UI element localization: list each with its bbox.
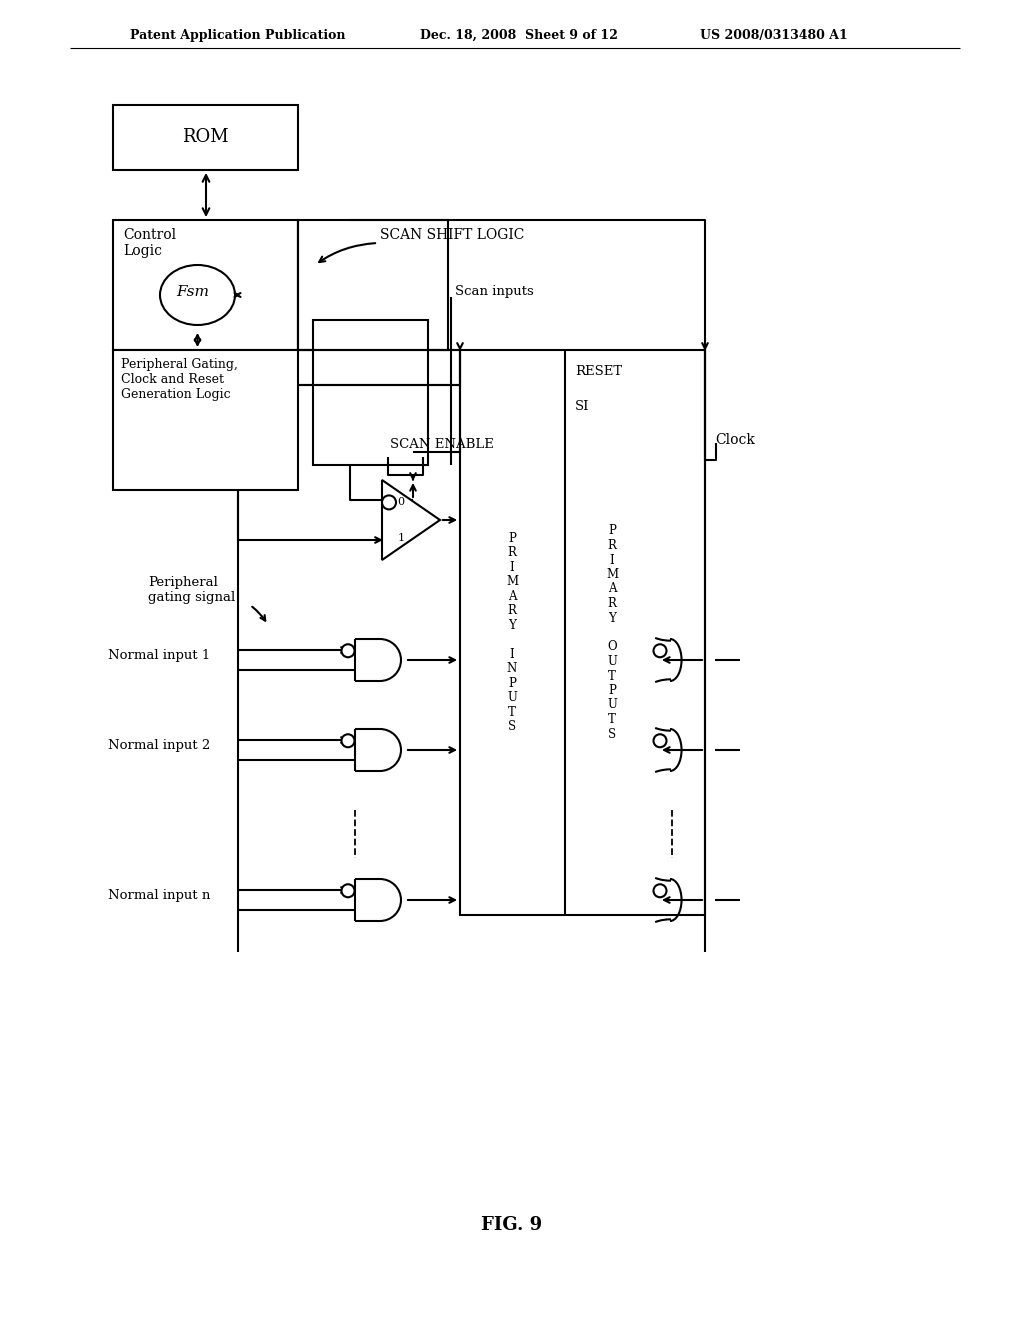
Text: P
R
I
M
A
R
Y
 
O
U
T
P
U
T
S: P R I M A R Y O U T P U T S bbox=[606, 524, 618, 741]
Text: Peripheral
gating signal: Peripheral gating signal bbox=[148, 576, 236, 605]
Polygon shape bbox=[382, 480, 440, 560]
Text: 0: 0 bbox=[397, 498, 404, 507]
Text: ROM: ROM bbox=[182, 128, 228, 147]
Bar bbox=[298, 220, 449, 350]
Circle shape bbox=[341, 734, 354, 747]
Text: SCAN ENABLE: SCAN ENABLE bbox=[390, 438, 494, 451]
Text: Normal input n: Normal input n bbox=[108, 890, 210, 903]
Text: US 2008/0313480 A1: US 2008/0313480 A1 bbox=[700, 29, 848, 41]
Text: Peripheral Gating,
Clock and Reset
Generation Logic: Peripheral Gating, Clock and Reset Gener… bbox=[121, 358, 238, 401]
Text: Dec. 18, 2008  Sheet 9 of 12: Dec. 18, 2008 Sheet 9 of 12 bbox=[420, 29, 617, 41]
Text: Normal input 1: Normal input 1 bbox=[108, 649, 210, 663]
Text: Normal input 2: Normal input 2 bbox=[108, 739, 210, 752]
Text: SI: SI bbox=[575, 400, 590, 413]
Text: 1: 1 bbox=[397, 532, 404, 543]
Text: RESET: RESET bbox=[575, 366, 623, 378]
Bar bbox=[313, 319, 428, 465]
Text: Scan inputs: Scan inputs bbox=[455, 285, 534, 298]
Circle shape bbox=[382, 495, 396, 510]
Bar bbox=[113, 220, 298, 350]
Ellipse shape bbox=[160, 265, 234, 325]
Text: Control
Logic: Control Logic bbox=[123, 228, 176, 259]
Text: Patent Application Publication: Patent Application Publication bbox=[130, 29, 345, 41]
Bar bbox=[113, 106, 298, 170]
Circle shape bbox=[653, 734, 667, 747]
Text: Clock: Clock bbox=[715, 433, 755, 447]
Text: SCAN SHIFT LOGIC: SCAN SHIFT LOGIC bbox=[380, 228, 524, 242]
Text: FIG. 9: FIG. 9 bbox=[481, 1216, 543, 1234]
Circle shape bbox=[341, 884, 354, 898]
Bar bbox=[460, 350, 705, 915]
Text: P
R
I
M
A
R
Y
 
I
N
P
U
T
S: P R I M A R Y I N P U T S bbox=[506, 532, 518, 733]
Circle shape bbox=[653, 644, 667, 657]
Circle shape bbox=[653, 884, 667, 898]
Circle shape bbox=[341, 644, 354, 657]
Bar bbox=[113, 350, 298, 490]
Text: Fsm: Fsm bbox=[176, 285, 209, 300]
